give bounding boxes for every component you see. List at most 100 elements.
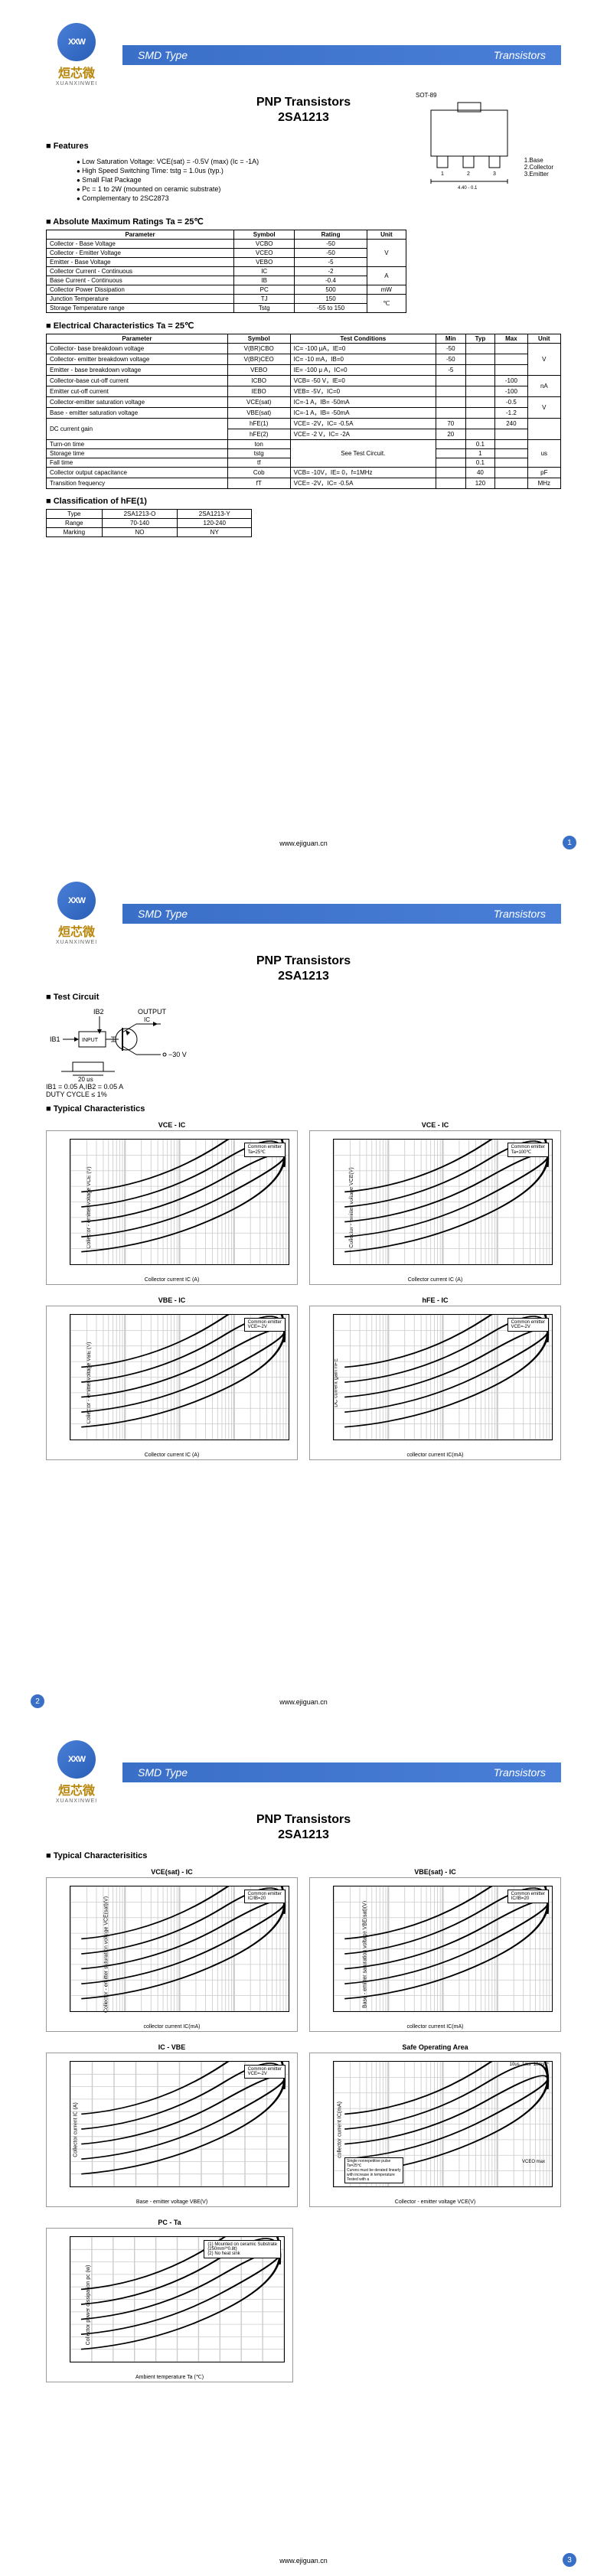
td: -5 <box>436 365 465 376</box>
chart: Collector - emitter voltage VCE (V) Comm… <box>46 1130 298 1285</box>
chart: Collector power dissipation pc (w) (1) M… <box>46 2228 293 2382</box>
td: VCBO <box>234 240 295 249</box>
td: -100 <box>495 386 528 397</box>
table-row: Collector - Emitter VoltageVCEO-50 <box>47 249 406 258</box>
page-3: XXW 烜芯微 XUANXINWEI SMD Type Transistors … <box>0 1717 607 2576</box>
chart-legend: Common emitter VCE=-2V <box>244 2065 286 2079</box>
section-elec: Electrical Characteristics Ta = 25℃ <box>46 321 561 331</box>
td: Turn-on time <box>47 440 228 449</box>
td <box>495 354 528 365</box>
td: See Test Circuit. <box>290 440 436 468</box>
td: NO <box>102 528 178 537</box>
logo-pinyin: XUANXINWEI <box>56 940 97 945</box>
td: -50 <box>295 249 367 258</box>
svg-text:3: 3 <box>493 171 496 177</box>
td: -55 to 150 <box>295 304 367 313</box>
td: Type <box>47 510 103 519</box>
td: -0.4 <box>295 276 367 285</box>
header-left: SMD Type <box>138 908 188 920</box>
td <box>465 386 494 397</box>
td: IC=-1 A，IB= -50mA <box>290 408 436 419</box>
table-row: Collector- emitter breakdown voltageV(BR… <box>47 354 561 365</box>
table-row: Junction TemperatureTJ150℃ <box>47 295 406 304</box>
th: Max <box>495 334 528 344</box>
table-row: DC current gainhFE(1)VCE= -2V，IC= -0.5A7… <box>47 419 561 429</box>
td <box>465 354 494 365</box>
td <box>436 458 465 468</box>
doc-title: PNP Transistors <box>46 1813 561 1827</box>
td <box>495 365 528 376</box>
td: 1 <box>465 449 494 458</box>
th: Min <box>436 334 465 344</box>
td: pF <box>527 468 560 478</box>
td: Marking <box>47 528 103 537</box>
td: TJ <box>234 295 295 304</box>
td <box>436 440 465 449</box>
page-number: 1 <box>563 836 576 849</box>
doc-title: PNP Transistors <box>46 954 561 968</box>
chart-legend: Common emitter VCE=-2V <box>507 1318 549 1332</box>
th: Unit <box>367 230 406 240</box>
th: Parameter <box>47 230 234 240</box>
td: V(BR)CEO <box>227 354 290 365</box>
td: 40 <box>465 468 494 478</box>
svg-text:20 μs: 20 μs <box>78 1076 93 1081</box>
td: Collector Power Dissipation <box>47 285 234 295</box>
td: VEBO <box>234 258 295 267</box>
package-name: SOT-89 <box>416 92 553 99</box>
header-bar: SMD Type Transistors <box>122 1762 561 1782</box>
td: 70-140 <box>102 519 178 528</box>
charts-grid: VCE(sat) - IC Collector - emitter satura… <box>46 1868 561 2207</box>
section-test: Test Circuit <box>46 993 561 1002</box>
th: Symbol <box>227 334 290 344</box>
charts-grid: VCE - IC Collector - emitter voltage VCE… <box>46 1121 561 1460</box>
td: IC=-1 A，IB= -50mA <box>290 397 436 408</box>
td: tf <box>227 458 290 468</box>
td: Base Current - Continuous <box>47 276 234 285</box>
chart-xlabel: Base - emitter voltage VBE(V) <box>136 2199 207 2205</box>
td <box>495 344 528 354</box>
td: Transition frequency <box>47 478 228 489</box>
td: 70 <box>436 419 465 429</box>
td: VCE= -2V，IC= -0.5A <box>290 478 436 489</box>
section-typical2: Typical Characterisitics <box>46 1851 561 1860</box>
th: Test Conditions <box>290 334 436 344</box>
svg-text:−30 V: −30 V <box>168 1051 187 1058</box>
chart-xlabel: Ambient temperature Ta (℃) <box>135 2374 204 2380</box>
td <box>436 376 465 386</box>
td <box>436 449 465 458</box>
td: 0.1 <box>465 440 494 449</box>
logo-icon: XXW <box>57 1740 96 1779</box>
header-bar: SMD Type Transistors <box>122 904 561 924</box>
title-block: PNP Transistors 2SA1213 <box>46 954 561 983</box>
page-2: XXW 烜芯微 XUANXINWEI SMD Type Transistors … <box>0 859 607 1717</box>
td: tstg <box>227 449 290 458</box>
abs-max-table: Parameter Symbol Rating Unit Collector -… <box>46 230 406 313</box>
chart-title: VCE(sat) - IC <box>46 1868 298 1876</box>
chart-xlabel: Collector current IC (A) <box>408 1277 463 1283</box>
td: ICBO <box>227 376 290 386</box>
td: Fall time <box>47 458 228 468</box>
td: PC <box>234 285 295 295</box>
logo-cn: 烜芯微 <box>58 921 95 940</box>
svg-text:4.40 - 0.1: 4.40 - 0.1 <box>458 186 478 191</box>
page-number: 2 <box>31 1694 44 1708</box>
th: Symbol <box>234 230 295 240</box>
td: 20 <box>436 429 465 440</box>
footer-url: www.ejiguan.cn <box>0 840 607 847</box>
td <box>436 397 465 408</box>
page-1: XXW 烜芯微 XUANXINWEI SMD Type Transistors … <box>0 0 607 859</box>
chart-title: VCE - IC <box>309 1121 561 1129</box>
logo: XXW 烜芯微 XUANXINWEI <box>46 1740 107 1804</box>
table-row: Collector output capacitanceCobVCB= -10V… <box>47 468 561 478</box>
td: V <box>527 344 560 376</box>
td: Collector output capacitance <box>47 468 228 478</box>
td: Collector-emitter saturation voltage <box>47 397 228 408</box>
td: nA <box>527 376 560 397</box>
td: 120 <box>465 478 494 489</box>
td: IC= -10 mA，IB=0 <box>290 354 436 365</box>
test-circuit-note: IB1 = 0.05 A,IB2 = 0.05 A DUTY CYCLE ≤ 1… <box>46 1083 214 1098</box>
td: MHz <box>527 478 560 489</box>
td <box>527 419 560 440</box>
part-number: 2SA1213 <box>46 1828 561 1842</box>
